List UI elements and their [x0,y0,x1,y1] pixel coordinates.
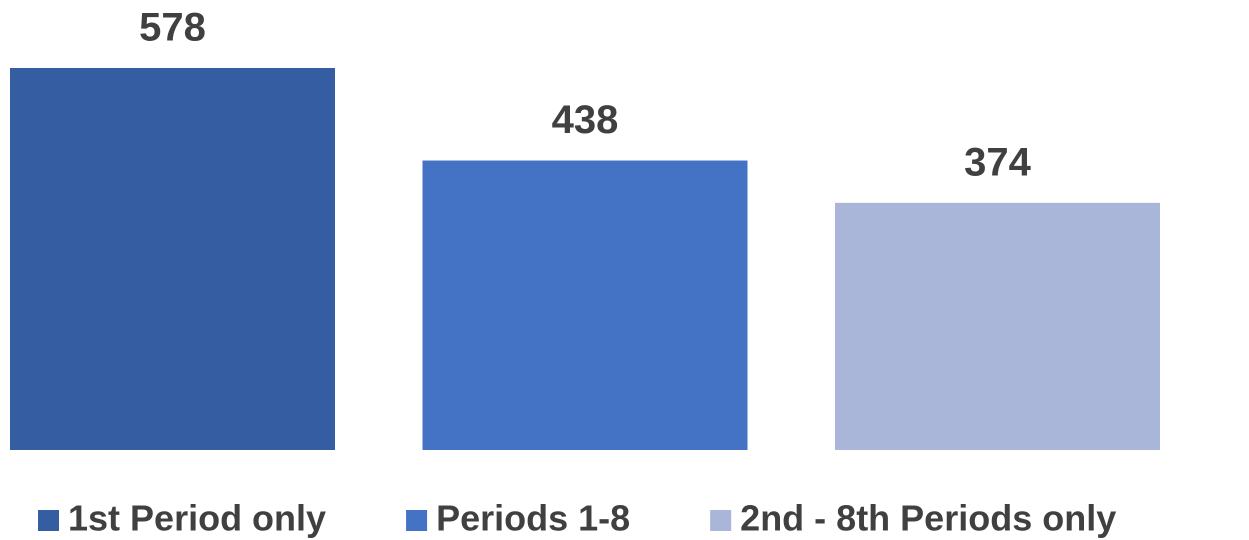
legend-label: Periods 1-8 [436,498,630,539]
legend-label: 1st Period only [68,498,326,539]
value-label: 438 [552,98,619,142]
legend-label: 2nd - 8th Periods only [740,498,1116,539]
value-label: 374 [964,140,1031,184]
legend-swatch [406,510,428,531]
legend-swatch [710,510,732,531]
legend-swatch [38,510,59,531]
bar [422,160,748,451]
value-label: 578 [139,6,206,50]
bar [10,68,335,450]
bar [835,202,1160,450]
